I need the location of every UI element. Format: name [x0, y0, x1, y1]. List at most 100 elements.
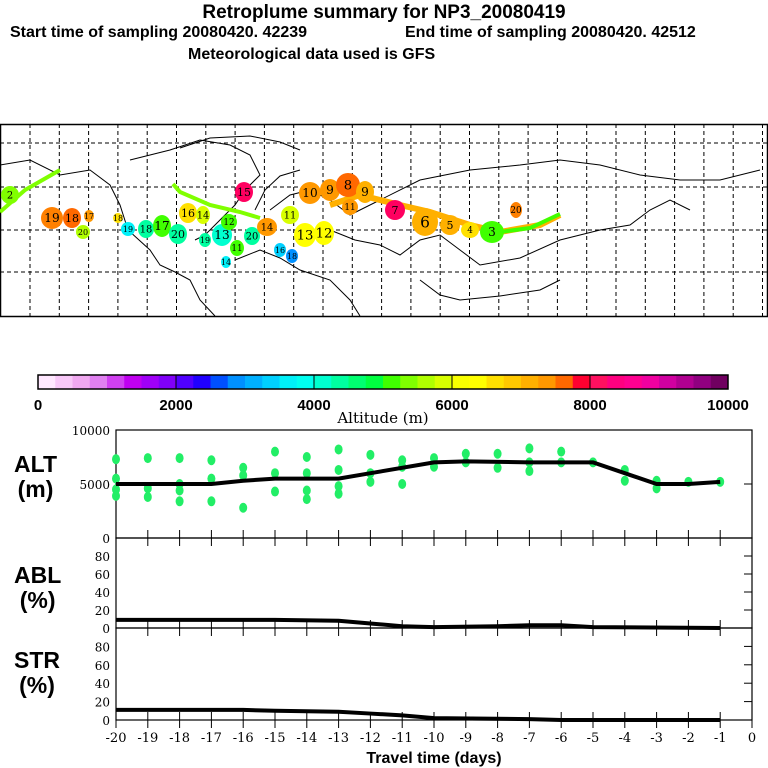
- plume-marker-label: 20: [171, 228, 185, 241]
- x-tick-label: -12: [360, 731, 381, 746]
- plume-marker: [121, 222, 135, 236]
- colorbar-swatch: [400, 375, 418, 389]
- alt-scatter-point: [525, 466, 534, 477]
- map-frame: [0, 123, 768, 318]
- alt-scatter-point: [302, 494, 311, 505]
- str-unit: (%): [19, 672, 55, 698]
- str-line: [116, 707, 721, 722]
- plume-marker: [461, 222, 479, 238]
- colorbar-title: Altitude (m): [336, 409, 428, 427]
- coastline: [179, 135, 301, 151]
- y-tick-label: 40: [95, 677, 110, 691]
- colorbar-swatch: [486, 375, 505, 389]
- colorbar-swatch: [245, 375, 263, 389]
- plume-marker: [169, 224, 187, 244]
- alt-scatter-point: [143, 491, 152, 502]
- plume-marker-label: 9: [361, 185, 369, 199]
- colorbar-swatch: [124, 375, 142, 389]
- alt-scatter-point: [493, 448, 502, 459]
- colorbar-swatch: [383, 375, 401, 389]
- abl-unit: (%): [19, 587, 56, 613]
- plume-marker: [336, 173, 360, 197]
- plume-marker-label: 11: [344, 203, 355, 213]
- x-tick-label: -10: [424, 731, 445, 746]
- colorbar-swatch: [590, 375, 608, 389]
- alt-scatter-point: [175, 485, 184, 496]
- colorbar-swatch: [176, 375, 194, 389]
- plume-marker: [342, 199, 358, 215]
- plume-marker: [314, 221, 334, 245]
- plume-marker-label: 19: [200, 236, 210, 245]
- alt-scatter-point: [112, 454, 120, 465]
- alt-scatter-point: [493, 462, 502, 473]
- colorbar-swatch: [555, 375, 574, 389]
- plume-marker: [274, 243, 286, 257]
- plume-marker-label: 14: [197, 210, 210, 221]
- plume-marker: [196, 206, 210, 224]
- x-tick-label: -9: [459, 731, 472, 746]
- plume-marker: [480, 221, 504, 243]
- x-tick-label: -1: [714, 731, 727, 746]
- colorbar-swatch: [331, 375, 349, 389]
- plume-marker-label: 18: [140, 224, 153, 235]
- plume-marker: [244, 227, 260, 245]
- plume-marker: [412, 208, 438, 236]
- colorbar-swatch: [641, 375, 660, 389]
- alt-scatter-point: [239, 502, 248, 513]
- colorbar-swatch: [452, 375, 470, 389]
- plume-marker-label: 10: [302, 186, 317, 200]
- colorbar-swatch: [469, 375, 487, 389]
- colorbar-swatch: [227, 375, 246, 389]
- alt-scatter-point: [620, 475, 629, 486]
- plume-marker-label: 4: [467, 226, 473, 236]
- x-tick-label: -14: [296, 731, 317, 746]
- panel-frame-str: [115, 627, 753, 721]
- y-tick-label: 60: [95, 659, 110, 673]
- coastline: [254, 169, 301, 211]
- colorbar-swatch: [365, 375, 384, 389]
- colorbar-swatch: [659, 375, 677, 389]
- colorbar-swatch: [348, 375, 367, 389]
- plume-marker: [179, 203, 197, 223]
- alt-scatter-point: [525, 443, 534, 454]
- met-data-note: Meteorological data used is GFS: [188, 46, 436, 63]
- coastline: [234, 249, 361, 317]
- start-time: Start time of sampling 20080420. 42239: [10, 24, 308, 41]
- plume-marker-label: 16: [181, 207, 195, 220]
- alt-panel-label: ALT (m): [14, 452, 57, 502]
- plume-marker-label: 9: [326, 183, 334, 197]
- alt-scatter-point: [207, 496, 216, 507]
- abl-label: ABL: [14, 562, 62, 588]
- colorbar-swatch: [503, 375, 522, 389]
- colorbar-swatch: [572, 375, 591, 389]
- plume-marker-label: 18: [65, 212, 79, 225]
- alt-scatter-point: [366, 476, 375, 487]
- colorbar-swatch: [314, 375, 332, 389]
- plume-marker: [221, 214, 237, 230]
- colorbar-swatch: [710, 375, 729, 389]
- alt-scatter-point: [207, 473, 216, 484]
- plume-marker: [138, 220, 154, 238]
- plume-marker: [440, 215, 460, 235]
- x-tick-label: -15: [265, 731, 286, 746]
- y-tick-label: 20: [95, 604, 110, 618]
- x-tick-label: -18: [169, 731, 190, 746]
- alt-scatter-point: [271, 486, 279, 497]
- plume-marker: [153, 215, 171, 237]
- plume-marker: [41, 207, 63, 229]
- plume-marker-label: 18: [113, 214, 123, 223]
- x-tick-label: -2: [682, 731, 695, 746]
- y-tick-label: 0: [102, 714, 110, 728]
- alt-scatter-point: [143, 453, 152, 464]
- alt-line: [116, 459, 721, 486]
- alt-scatter-point: [398, 479, 407, 489]
- y-tick-label: 60: [95, 568, 110, 582]
- plume-marker-label: 12: [223, 218, 234, 228]
- plume-marker: [257, 218, 277, 236]
- alt-scatter-point: [334, 464, 343, 475]
- plume-marker: [221, 256, 231, 268]
- end-time: End time of sampling 20080420. 42512: [405, 24, 696, 41]
- colorbar-swatch: [296, 375, 315, 389]
